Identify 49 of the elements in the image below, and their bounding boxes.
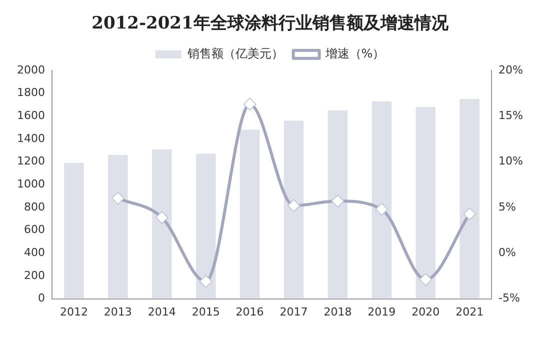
y-tick-label: 1600 — [16, 108, 45, 122]
y2-tick-label: 0% — [498, 246, 516, 259]
y-tick-label: 0 — [38, 292, 45, 305]
point — [243, 98, 256, 111]
point — [331, 194, 344, 208]
x-tick-label: 2016 — [236, 305, 264, 318]
y2-tick-label: 5% — [498, 200, 516, 214]
x-tick-label: 2015 — [192, 305, 220, 318]
bar — [328, 110, 348, 299]
x-tick-label: 2019 — [368, 305, 396, 318]
bar — [416, 106, 436, 299]
point — [419, 273, 432, 286]
bar — [372, 101, 392, 299]
x-tick-label: 2020 — [412, 305, 440, 318]
x-tick-label: 2012 — [60, 305, 88, 318]
y-tick-label: 200 — [24, 268, 45, 282]
point — [199, 274, 212, 288]
point — [155, 210, 168, 224]
legend-label: 增速（%） — [324, 46, 385, 61]
x-tick-label: 2018 — [324, 305, 352, 318]
point — [375, 202, 388, 216]
bar — [284, 120, 304, 299]
x-tick-label: 2017 — [280, 305, 308, 318]
bar — [64, 162, 84, 299]
y-tick-label: 1800 — [16, 86, 45, 100]
y-tick-label: 800 — [24, 200, 45, 214]
y2-tick-label: 10% — [498, 154, 524, 168]
y2-tick-label: 20% — [498, 63, 524, 76]
bar — [108, 154, 128, 299]
y-tick-label: 1400 — [16, 132, 45, 145]
y-tick-label: 400 — [24, 246, 45, 259]
bar — [240, 130, 260, 299]
x-tick-label: 2013 — [104, 305, 132, 318]
y2-tick-label: 15% — [498, 108, 524, 122]
bar — [196, 154, 216, 299]
y-tick-label: 1200 — [16, 154, 45, 168]
y-tick-label: 1000 — [16, 177, 45, 190]
bar — [460, 98, 480, 299]
y-tick-label: 600 — [24, 223, 45, 236]
point — [111, 192, 124, 205]
point — [463, 207, 476, 220]
y2-tick-label: -5% — [498, 292, 520, 305]
y-tick-label: 2000 — [16, 63, 45, 76]
chart-title: 2012-2021年全球涂料行业销售额及增速情况 — [92, 14, 450, 34]
bar — [152, 149, 172, 299]
x-tick-label: 2014 — [148, 305, 176, 318]
legend-label: 销售额（亿美元） — [186, 46, 284, 61]
x-tick-label: 2021 — [456, 305, 484, 318]
point — [287, 199, 300, 212]
